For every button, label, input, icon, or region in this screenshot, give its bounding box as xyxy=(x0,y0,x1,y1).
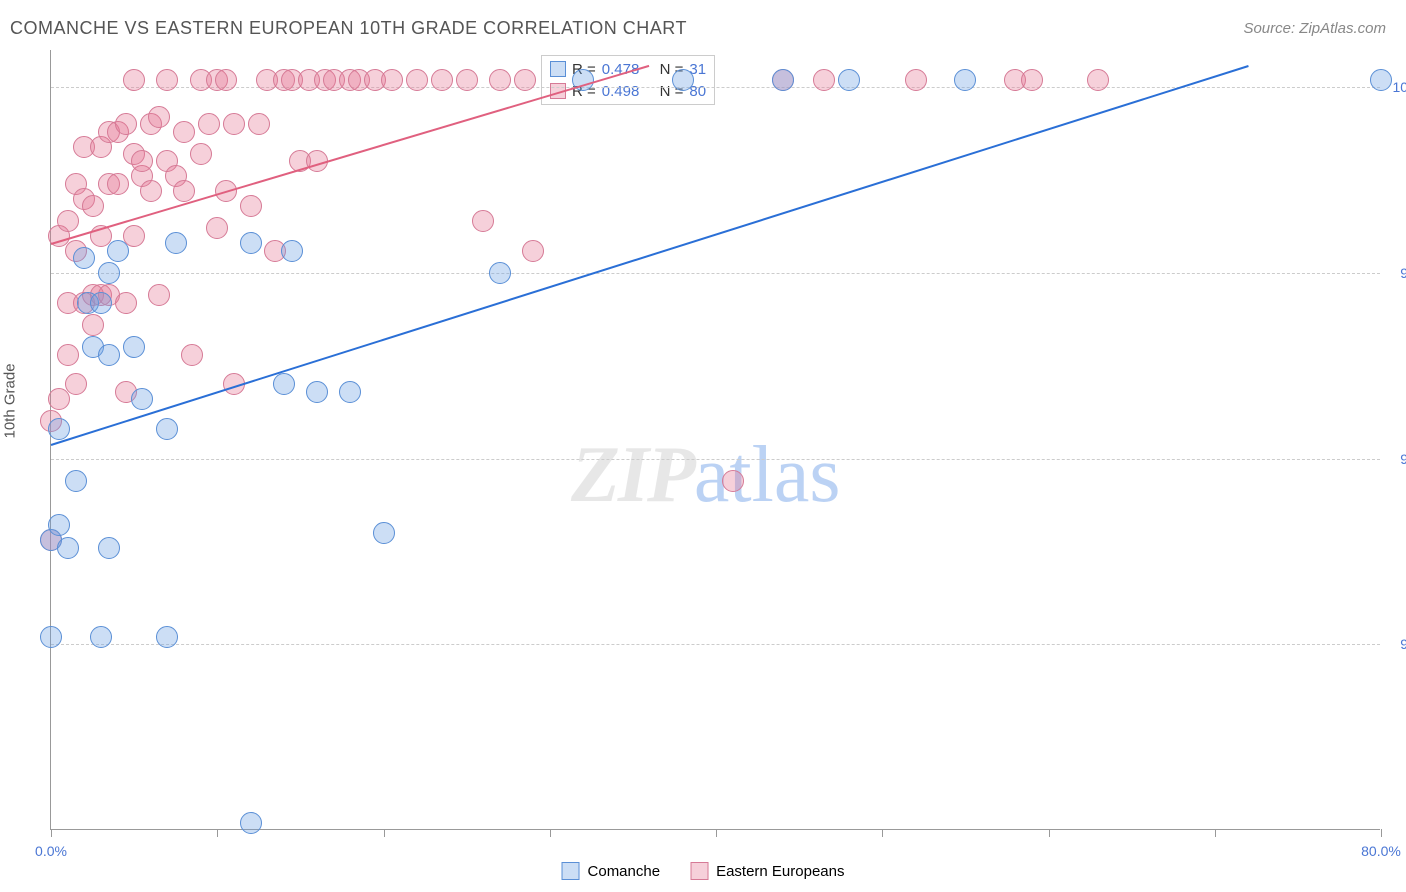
point-eastern xyxy=(381,69,403,91)
point-comanche xyxy=(123,336,145,358)
chart-source: Source: ZipAtlas.com xyxy=(1243,20,1386,37)
point-eastern xyxy=(240,195,262,217)
x-tick xyxy=(51,829,52,837)
x-tick xyxy=(217,829,218,837)
legend-item-eastern: Eastern Europeans xyxy=(690,862,844,880)
point-eastern xyxy=(215,69,237,91)
point-eastern xyxy=(82,195,104,217)
point-comanche xyxy=(156,418,178,440)
x-tick xyxy=(384,829,385,837)
point-eastern xyxy=(472,210,494,232)
point-comanche xyxy=(131,388,153,410)
legend-item-comanche: Comanche xyxy=(562,862,661,880)
legend-marker-comanche xyxy=(562,862,580,880)
point-comanche xyxy=(281,240,303,262)
point-comanche xyxy=(98,537,120,559)
point-eastern xyxy=(115,292,137,314)
gridline xyxy=(51,644,1380,645)
point-eastern xyxy=(82,314,104,336)
point-eastern xyxy=(173,180,195,202)
y-tick-label: 95.0% xyxy=(1385,451,1406,467)
y-tick-label: 92.5% xyxy=(1385,636,1406,652)
point-comanche xyxy=(165,232,187,254)
point-eastern xyxy=(57,344,79,366)
x-tick-label: 80.0% xyxy=(1361,843,1401,859)
point-comanche xyxy=(57,537,79,559)
point-eastern xyxy=(198,113,220,135)
point-eastern xyxy=(514,69,536,91)
point-comanche xyxy=(73,247,95,269)
point-comanche xyxy=(90,626,112,648)
point-eastern xyxy=(722,470,744,492)
point-eastern xyxy=(148,284,170,306)
point-comanche xyxy=(98,262,120,284)
point-comanche xyxy=(672,69,694,91)
point-eastern xyxy=(248,113,270,135)
gridline xyxy=(51,459,1380,460)
point-eastern xyxy=(156,69,178,91)
bottom-legend: Comanche Eastern Europeans xyxy=(562,862,845,880)
point-comanche xyxy=(489,262,511,284)
point-eastern xyxy=(813,69,835,91)
watermark: ZIPatlas xyxy=(571,430,840,521)
point-comanche xyxy=(98,344,120,366)
y-axis-label: 10th Grade xyxy=(2,363,19,438)
y-tick-label: 97.5% xyxy=(1385,265,1406,281)
point-comanche xyxy=(240,232,262,254)
point-comanche xyxy=(772,69,794,91)
point-comanche xyxy=(1370,69,1392,91)
watermark-atlas: atlas xyxy=(694,431,841,519)
point-comanche xyxy=(65,470,87,492)
point-comanche xyxy=(273,373,295,395)
point-eastern xyxy=(522,240,544,262)
legend-marker-eastern xyxy=(690,862,708,880)
plot-area: ZIPatlas R = 0.478 N = 31 R = 0.498 N = … xyxy=(50,50,1380,830)
point-eastern xyxy=(1087,69,1109,91)
x-tick xyxy=(1049,829,1050,837)
x-tick xyxy=(1381,829,1382,837)
point-comanche xyxy=(156,626,178,648)
point-comanche xyxy=(306,381,328,403)
point-eastern xyxy=(107,173,129,195)
point-comanche xyxy=(40,626,62,648)
point-eastern xyxy=(1021,69,1043,91)
point-comanche xyxy=(373,522,395,544)
point-eastern xyxy=(181,344,203,366)
point-comanche xyxy=(107,240,129,262)
point-eastern xyxy=(65,373,87,395)
x-tick xyxy=(1215,829,1216,837)
point-eastern xyxy=(131,150,153,172)
point-eastern xyxy=(406,69,428,91)
point-comanche xyxy=(48,418,70,440)
point-eastern xyxy=(431,69,453,91)
x-tick-label: 0.0% xyxy=(35,843,67,859)
x-tick xyxy=(716,829,717,837)
x-tick xyxy=(882,829,883,837)
point-eastern xyxy=(140,180,162,202)
gridline xyxy=(51,273,1380,274)
watermark-zip: ZIP xyxy=(571,431,694,519)
point-comanche xyxy=(339,381,361,403)
stats-marker-comanche xyxy=(550,61,566,77)
point-eastern xyxy=(123,69,145,91)
point-eastern xyxy=(173,121,195,143)
point-eastern xyxy=(223,113,245,135)
point-eastern xyxy=(115,113,137,135)
point-comanche xyxy=(48,514,70,536)
point-comanche xyxy=(90,292,112,314)
point-eastern xyxy=(456,69,478,91)
point-eastern xyxy=(489,69,511,91)
point-eastern xyxy=(190,143,212,165)
point-comanche xyxy=(240,812,262,834)
chart-title: COMANCHE VS EASTERN EUROPEAN 10TH GRADE … xyxy=(10,18,687,39)
point-eastern xyxy=(206,217,228,239)
point-eastern xyxy=(905,69,927,91)
point-comanche xyxy=(954,69,976,91)
point-eastern xyxy=(148,106,170,128)
x-tick xyxy=(550,829,551,837)
point-eastern xyxy=(57,210,79,232)
point-comanche xyxy=(838,69,860,91)
